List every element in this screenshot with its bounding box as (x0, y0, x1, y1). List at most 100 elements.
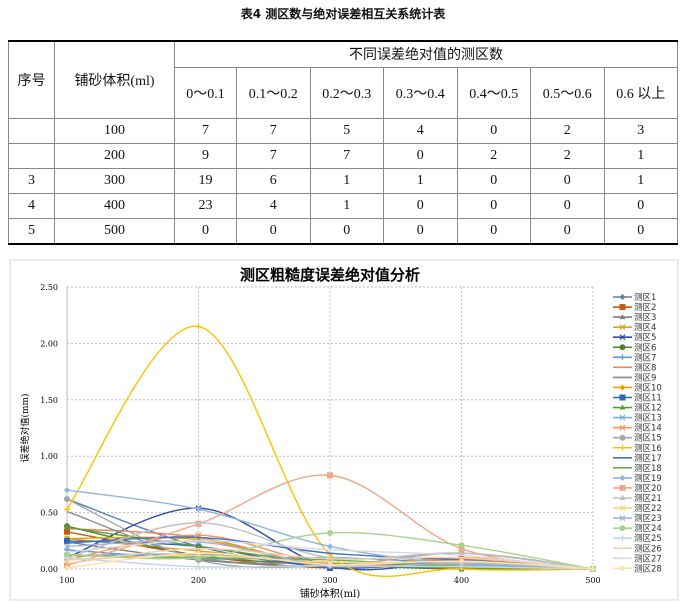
data-point (64, 496, 70, 503)
legend-label: 测区12 (634, 404, 662, 414)
data-point (195, 543, 202, 549)
data-point (458, 545, 465, 552)
cell-count: 7 (236, 142, 311, 169)
data-point (195, 563, 202, 570)
legend-item[interactable]: 测区12 (613, 404, 662, 414)
cell-seq: 4 (8, 192, 55, 219)
cell-count: 0 (530, 217, 605, 244)
header-range: 0.3～0.4 (383, 66, 458, 119)
cell-count: 0 (603, 217, 678, 244)
legend-item[interactable]: 测区28 (613, 564, 662, 574)
legend-item[interactable]: 测区2 (613, 303, 656, 313)
legend-label: 测区21 (634, 494, 662, 504)
data-point (327, 543, 333, 550)
legend-item[interactable]: 测区6 (613, 343, 656, 353)
legend-label: 测区2 (634, 303, 656, 313)
data-point (590, 566, 596, 572)
legend-label: 测区17 (634, 454, 662, 464)
data-point (64, 564, 70, 571)
legend-marker-icon (619, 484, 626, 491)
legend-label: 测区10 (634, 383, 662, 393)
legend-item[interactable]: 测区21 (613, 494, 662, 504)
legend-item[interactable]: 测区14 (613, 424, 662, 434)
legend-item[interactable]: 测区20 (613, 484, 662, 494)
legend-item[interactable]: 测区1 (613, 293, 656, 303)
legend-item[interactable]: 测区11 (613, 394, 662, 404)
legend-item[interactable]: 测区5 (613, 333, 656, 343)
data-point (327, 529, 333, 536)
cell-seq (8, 142, 55, 169)
legend-label: 测区7 (634, 353, 656, 363)
cell-seq: 5 (8, 217, 55, 244)
cell-seq (8, 117, 55, 144)
legend-item[interactable]: 测区7 (613, 353, 656, 363)
data-point (64, 524, 70, 530)
legend-item[interactable]: 测区9 (613, 373, 656, 383)
legend-label: 测区9 (634, 373, 656, 383)
cell-count: 0 (456, 217, 531, 244)
x-tick-label: 200 (191, 576, 206, 585)
legend-marker-icon (619, 394, 626, 401)
y-tick-label: 2.00 (40, 339, 58, 348)
legend-item[interactable]: 测区4 (613, 323, 656, 333)
legend-label: 测区19 (634, 474, 662, 484)
cell-count: 1 (309, 192, 384, 219)
legend-marker-icon (619, 404, 626, 410)
y-axis-label: 误差绝对值(mm) (19, 393, 31, 462)
data-point (327, 561, 333, 568)
data-point (195, 550, 202, 557)
header-range: 0～0.1 (174, 66, 237, 119)
cell-count: 19 (174, 167, 237, 194)
legend-marker-icon (619, 535, 626, 542)
legend-label: 测区8 (634, 363, 656, 373)
legend-item[interactable]: 测区16 (613, 444, 662, 454)
legend-item[interactable]: 测区13 (613, 414, 662, 424)
legend-item[interactable]: 测区26 (613, 544, 662, 554)
legend-item[interactable]: 测区10 (613, 383, 662, 393)
data-point (64, 554, 70, 561)
legend-item[interactable]: 测区15 (613, 434, 662, 444)
cell-count: 0 (174, 217, 237, 244)
cell-count: 23 (174, 192, 237, 219)
legend-item[interactable]: 测区27 (613, 554, 662, 564)
legend-marker-icon (619, 304, 626, 311)
legend-marker-icon (619, 515, 626, 522)
cell-count: 2 (456, 142, 531, 169)
legend-item[interactable]: 测区19 (613, 474, 662, 484)
legend-item[interactable]: 测区25 (613, 534, 662, 544)
legend-label: 测区15 (634, 434, 662, 444)
cell-count: 1 (309, 167, 384, 194)
y-tick-label: 1.50 (40, 396, 58, 405)
cell-count: 1 (383, 167, 458, 194)
cell-volume: 300 (54, 167, 175, 194)
legend-item[interactable]: 测区17 (613, 454, 662, 464)
legend-marker-icon (619, 334, 626, 341)
legend-marker-icon (619, 434, 626, 441)
x-tick-label: 300 (322, 576, 337, 585)
table-row: 5 500 0 0 0 0 0 0 0 (8, 217, 678, 244)
cell-seq: 3 (8, 167, 55, 194)
header-range: 0.5～0.6 (530, 66, 605, 119)
legend-item[interactable]: 测区24 (613, 524, 662, 534)
legend-item[interactable]: 测区8 (613, 363, 656, 373)
legend-label: 测区6 (634, 343, 656, 353)
cell-count: 0 (456, 192, 531, 219)
legend-item[interactable]: 测区18 (613, 464, 662, 474)
header-range: 0.6 以上 (603, 66, 678, 119)
cell-count: 0 (530, 192, 605, 219)
data-point (195, 506, 202, 513)
cell-count: 3 (603, 117, 678, 144)
legend-item[interactable]: 测区22 (613, 504, 662, 514)
data-point (195, 519, 202, 525)
legend-item[interactable]: 测区23 (613, 514, 662, 524)
cell-count: 0 (530, 167, 605, 194)
table-title: 表4 测区数与绝对误差相互关系统计表 (240, 7, 446, 21)
y-tick-label: 0.00 (40, 565, 58, 574)
legend-marker-icon (619, 525, 626, 532)
legend-label: 测区14 (634, 424, 662, 434)
cell-volume: 200 (54, 142, 175, 169)
legend-item[interactable]: 测区3 (613, 313, 656, 323)
data-point (458, 550, 465, 556)
series-line (66, 540, 594, 570)
cell-volume: 500 (54, 217, 175, 244)
